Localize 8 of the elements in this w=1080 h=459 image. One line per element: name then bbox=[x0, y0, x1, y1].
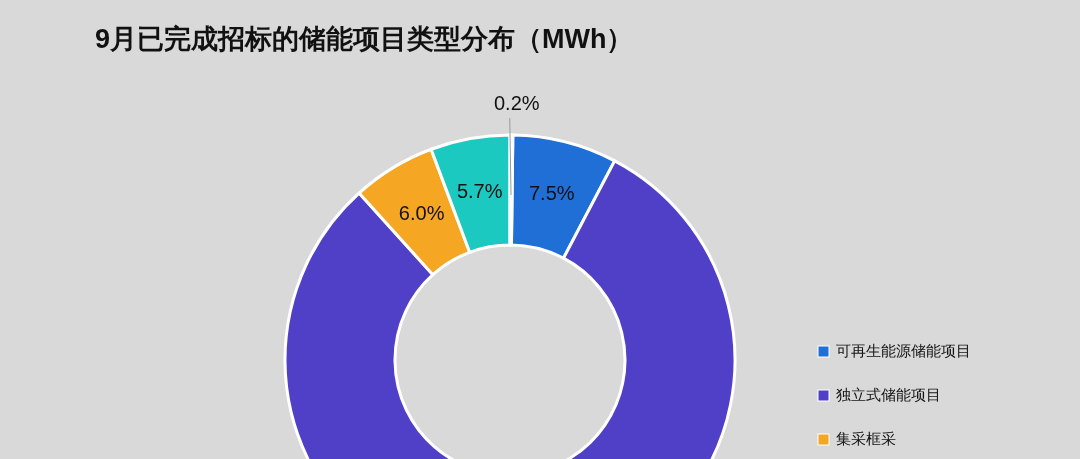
data-label: 5.7% bbox=[456, 180, 503, 202]
legend-label: 独立式储能项目 bbox=[836, 385, 941, 403]
data-label: 0.2% bbox=[493, 92, 540, 115]
legend-label: 可再生能源储能项目 bbox=[836, 341, 971, 359]
data-label: 7.5% bbox=[528, 182, 575, 205]
chart-title: 9月已完成招标的储能项目类型分布（MWh） bbox=[95, 24, 634, 54]
legend-label: 集采框采 bbox=[836, 429, 896, 447]
data-label: 6.0% bbox=[398, 202, 445, 225]
